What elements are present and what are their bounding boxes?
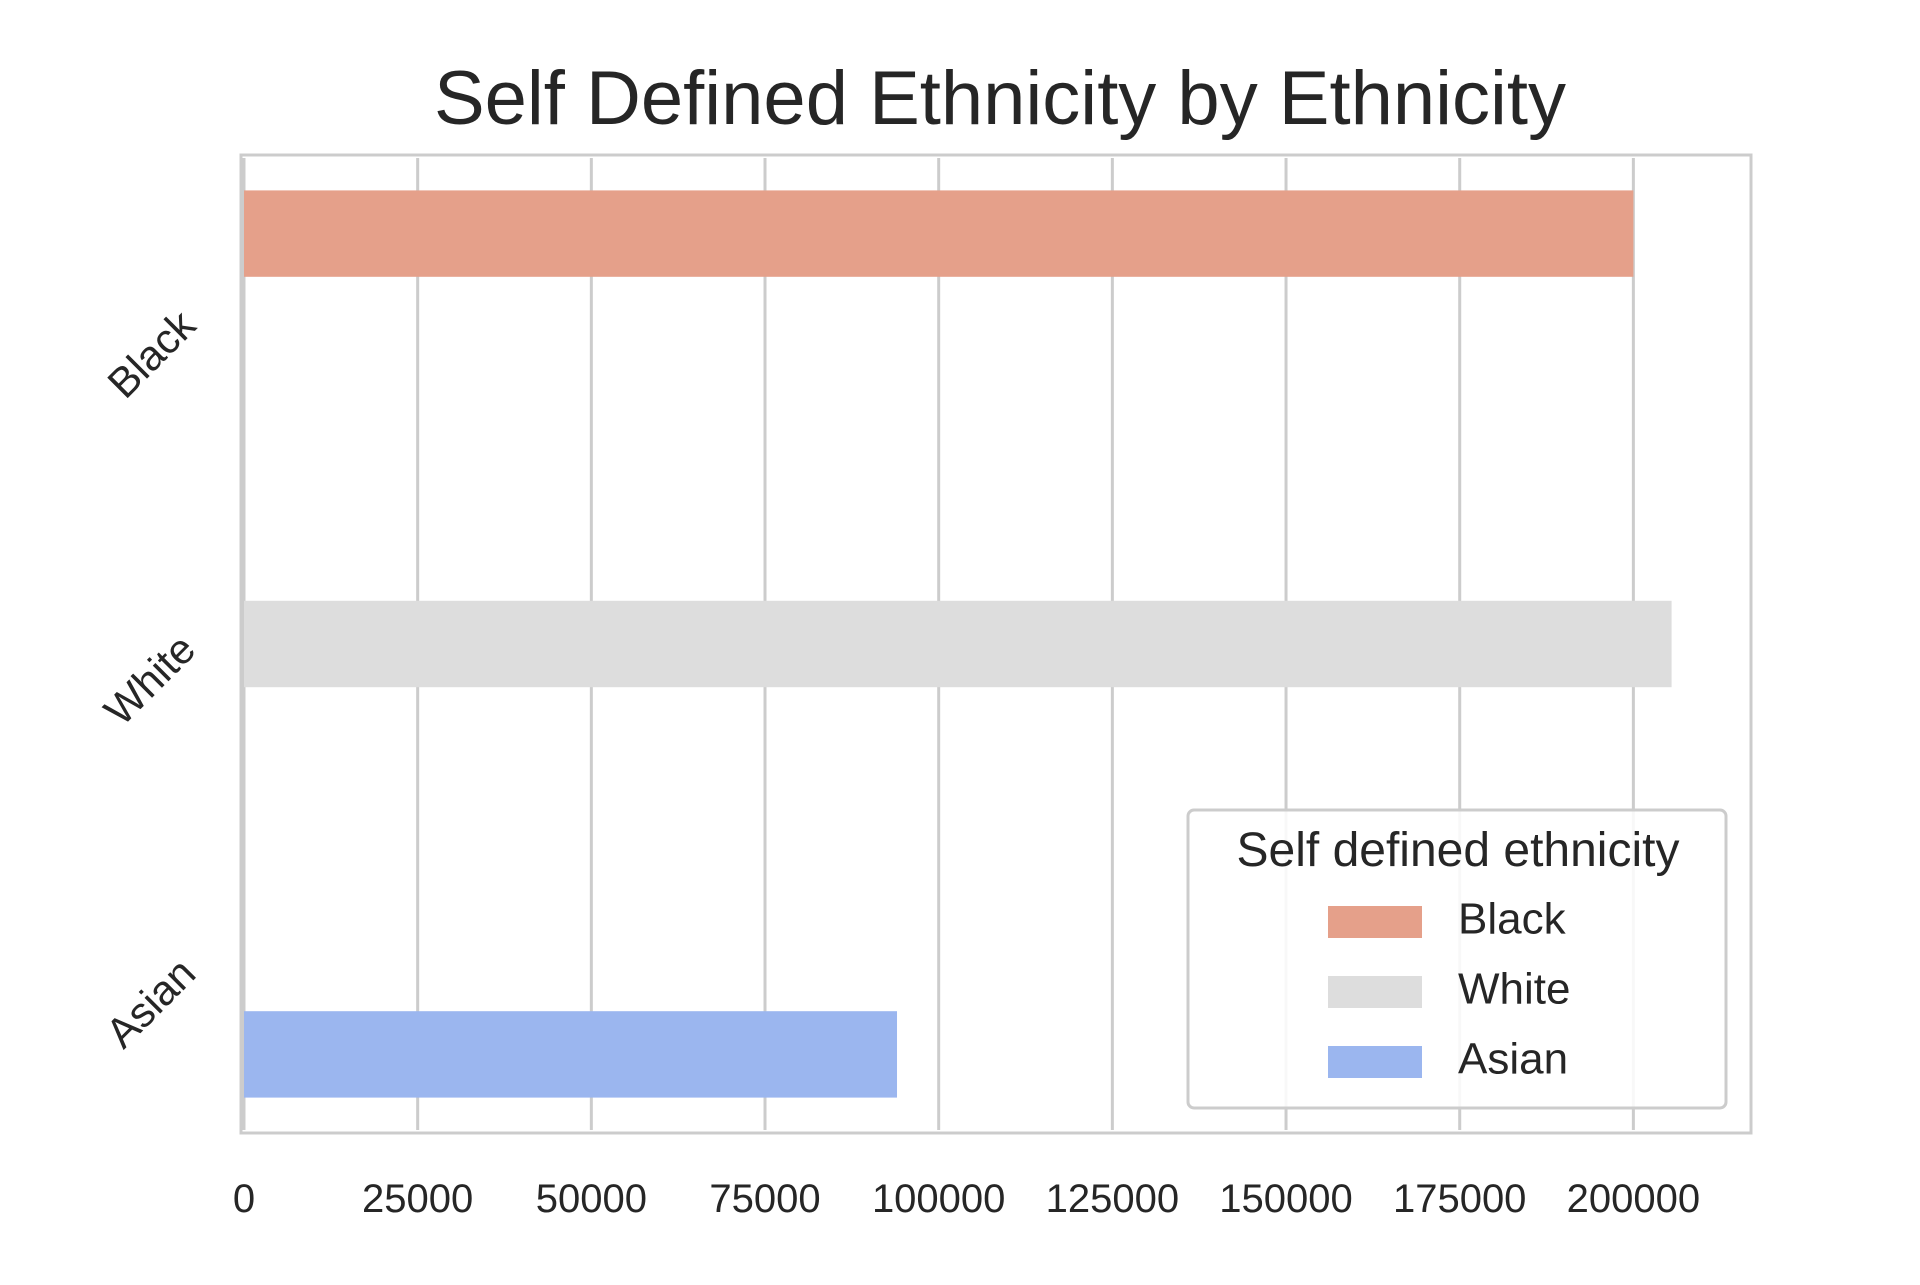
x-tick-label: 175000 (1393, 1177, 1526, 1221)
x-tick-label: 50000 (536, 1177, 647, 1221)
legend: Self defined ethnicity Black White Asian (1186, 808, 1728, 1110)
chart-title: Self Defined Ethnicity by Ethnicity (434, 56, 1566, 141)
x-tick-label: 0 (233, 1177, 255, 1221)
x-tick-label: 125000 (1046, 1177, 1179, 1221)
y-axis-ticks: Black White Asian (95, 300, 205, 1056)
legend-title: Self defined ethnicity (1237, 824, 1680, 877)
legend-label-asian: Asian (1458, 1035, 1568, 1084)
y-tick-label: White (95, 625, 204, 734)
x-tick-label: 100000 (872, 1177, 1005, 1221)
y-tick-label: Black (98, 300, 205, 407)
bar-white (244, 600, 1672, 688)
legend-swatch-black (1328, 906, 1422, 938)
legend-label-white: White (1458, 965, 1570, 1014)
y-tick-label: Asian (97, 949, 205, 1057)
bar-black (244, 190, 1634, 277)
x-tick-label: 150000 (1219, 1177, 1352, 1221)
legend-box (1186, 808, 1728, 1110)
bar-asian (244, 1011, 898, 1098)
x-tick-label: 200000 (1567, 1177, 1700, 1221)
legend-label-black: Black (1458, 895, 1567, 944)
legend-items: Black White Asian (1328, 895, 1570, 1084)
plot-frame (239, 153, 1753, 1135)
bars (244, 190, 1672, 1098)
x-tick-label: 75000 (709, 1177, 820, 1221)
legend-swatch-asian (1328, 1046, 1422, 1078)
x-tick-label: 25000 (362, 1177, 473, 1221)
legend-swatch-white (1328, 976, 1422, 1008)
x-axis-ticks: 0 25000 50000 75000 100000 125000 150000 175000… (233, 1177, 1700, 1221)
